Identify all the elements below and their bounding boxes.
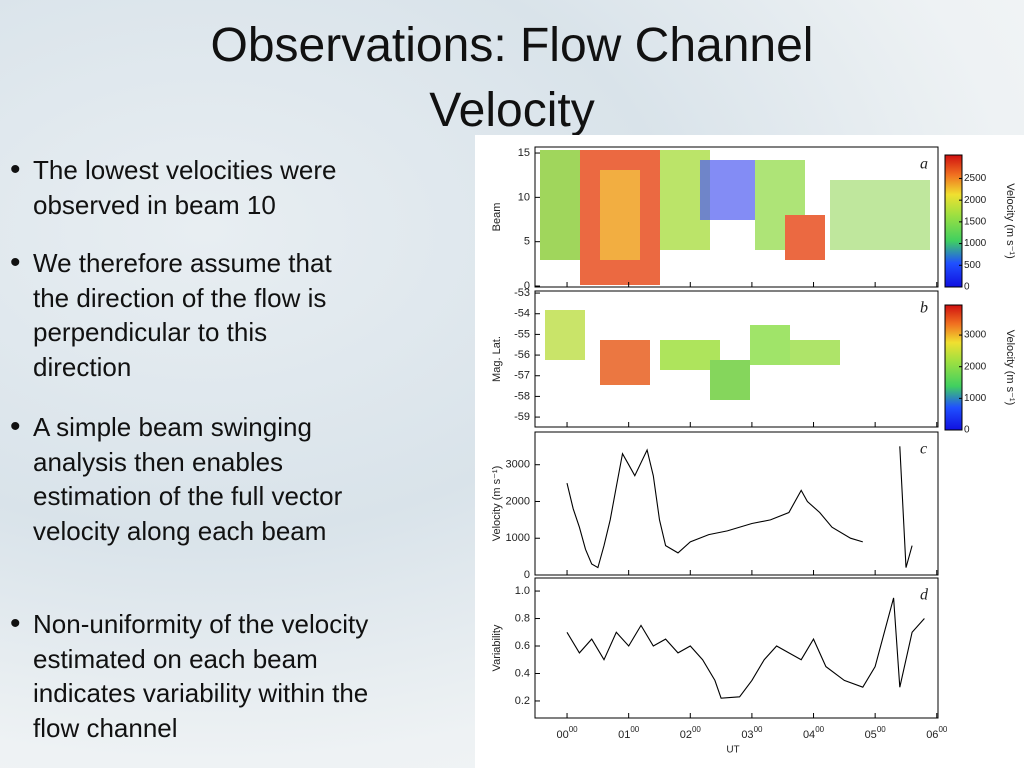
x-tick-hour: 01 <box>618 729 630 741</box>
y-axis-label: Mag. Lat. <box>491 336 503 382</box>
panel-letter: c <box>920 441 927 458</box>
y-tick-label: 5 <box>524 236 530 248</box>
colorbar-tick-label: 0 <box>964 282 970 293</box>
x-tick-minute: 00 <box>569 725 578 734</box>
y-tick-label: 0 <box>524 569 530 581</box>
bullet: • The lowest velocities were observed in … <box>10 153 370 222</box>
colorbar-tick-label: 500 <box>964 260 981 271</box>
bullet: • A simple beam swinging analysis then en… <box>10 410 370 548</box>
x-tick-label: 0300 <box>741 725 763 741</box>
trace <box>566 597 925 699</box>
colorbar-label: Velocity (m s⁻¹) <box>1004 330 1016 405</box>
y-tick-label: 3000 <box>506 459 530 471</box>
slide-title: Velocity <box>429 84 595 137</box>
x-tick-hour: 05 <box>865 729 877 741</box>
y-tick-label: 1000 <box>506 532 530 544</box>
colorbar-tick-label: 3000 <box>964 330 987 341</box>
colorbar-tick-label: 1000 <box>964 238 987 249</box>
y-tick-label: -56 <box>514 349 530 361</box>
x-tick-label: 0500 <box>865 725 887 741</box>
x-tick-hour: 03 <box>741 729 753 741</box>
plot-frame <box>534 290 939 428</box>
panel-letter: a <box>920 156 928 173</box>
y-axis-label: Velocity (m s⁻¹) <box>491 466 503 541</box>
y-tick-label: 1.0 <box>515 585 530 597</box>
colorbar-tick-label: 2000 <box>964 361 987 372</box>
x-tick-minute: 00 <box>692 725 701 734</box>
y-tick-label: -55 <box>514 328 530 340</box>
plot-frame <box>534 431 939 576</box>
x-tick-label: 0400 <box>803 725 825 741</box>
bullet: • We therefore assume that the direction … <box>10 246 370 384</box>
colorbar <box>944 304 963 431</box>
y-tick-label: 15 <box>518 147 530 159</box>
x-tick-minute: 00 <box>630 725 639 734</box>
y-axis-label: Beam <box>491 203 503 232</box>
figure: aBeam05101505001000150020002500Velocity … <box>475 135 1024 768</box>
y-tick-label: -58 <box>514 390 530 402</box>
y-tick-label: -59 <box>514 411 530 423</box>
colorbar-label: Velocity (m s⁻¹) <box>1004 183 1016 258</box>
x-tick-minute: 00 <box>754 725 763 734</box>
plot-frame <box>534 577 939 719</box>
plot-frame <box>534 146 939 288</box>
y-tick-label: 0.6 <box>515 640 530 652</box>
bullet-text: A simple beam swinging analysis then ena… <box>33 412 343 546</box>
slide-title: Observations: Flow Channel <box>210 19 814 72</box>
colorbar-tick-label: 0 <box>964 425 970 436</box>
panel-letter: d <box>920 587 929 604</box>
x-tick-label: 0100 <box>618 725 640 741</box>
y-tick-label: 2000 <box>506 495 530 507</box>
x-axis-label: UT <box>726 745 739 756</box>
heatmap-texture <box>540 150 930 400</box>
y-tick-label: 0.8 <box>515 612 530 624</box>
x-tick-label: 0600 <box>926 725 948 741</box>
y-tick-label: -57 <box>514 370 530 382</box>
y-tick-label: -53 <box>514 287 530 299</box>
colorbar-tick-label: 1000 <box>964 393 987 404</box>
colorbar-tick-label: 1500 <box>964 217 987 228</box>
trace <box>566 446 913 569</box>
y-tick-label: 0 <box>524 280 530 292</box>
y-tick-label: -54 <box>514 308 530 320</box>
x-tick-hour: 00 <box>556 729 568 741</box>
colorbar <box>944 154 963 288</box>
x-tick-label: 0200 <box>680 725 702 741</box>
x-tick-minute: 00 <box>877 725 886 734</box>
x-tick-minute: 00 <box>815 725 824 734</box>
bullet: • Non-uniformity of the velocity estimate… <box>10 607 370 745</box>
x-tick-label: 0000 <box>556 725 578 741</box>
bullet-text: We therefore assume that the direction o… <box>33 248 332 382</box>
colorbar-tick-label: 2500 <box>964 173 987 184</box>
y-tick-label: 0.2 <box>515 695 530 707</box>
y-axis-label: Variability <box>491 624 503 671</box>
y-tick-label: 10 <box>518 191 530 203</box>
y-tick-label: 0.4 <box>515 667 530 679</box>
x-tick-hour: 04 <box>803 729 815 741</box>
bullet-text: Non-uniformity of the velocity estimated… <box>33 609 369 743</box>
panel-letter: b <box>920 300 928 317</box>
x-tick-minute: 00 <box>938 725 947 734</box>
colorbar-tick-label: 2000 <box>964 195 987 206</box>
x-tick-hour: 02 <box>680 729 692 741</box>
bullet-text: The lowest velocities were observed in b… <box>33 155 337 220</box>
x-tick-hour: 06 <box>926 729 938 741</box>
